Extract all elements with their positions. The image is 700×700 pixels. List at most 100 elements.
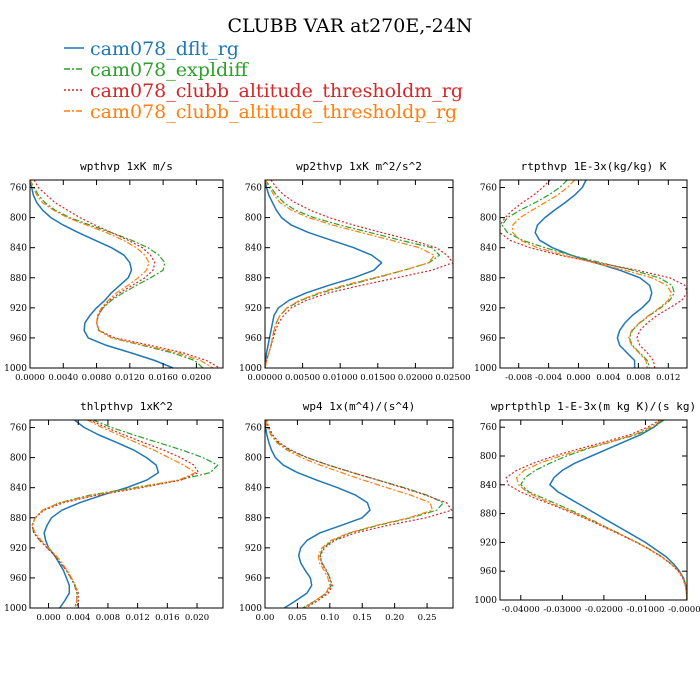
series-line-4: [265, 180, 435, 368]
panels: wpthvp 1xK m/s76080084088092096010000.00…: [4, 160, 700, 623]
x-tick-label: 0.02000: [398, 373, 433, 383]
y-tick-label: 1000: [474, 596, 497, 606]
panel-title: thlpthvp 1xK^2: [80, 400, 173, 413]
plot-frame: [29, 419, 224, 609]
panel-title: wprtpthlp 1-E-3x(m kg K)/(s kg): [491, 400, 696, 413]
series-line-4: [265, 420, 433, 608]
panel-title: wpthvp 1xK m/s: [80, 160, 173, 173]
series-line-4: [512, 180, 672, 368]
x-tick-label: 0.20: [385, 613, 404, 623]
y-tick-label: 1000: [239, 604, 262, 614]
y-tick-label: 800: [245, 214, 262, 224]
y-tick-label: 840: [480, 481, 497, 491]
x-tick-label: 0.004: [596, 373, 620, 383]
y-tick-label: 960: [480, 334, 497, 344]
x-tick-label: 0.008: [626, 373, 650, 383]
y-tick-label: 840: [10, 244, 27, 254]
y-tick-label: 800: [245, 454, 262, 464]
y-tick-label: 800: [10, 454, 27, 464]
series-line-1: [30, 180, 174, 368]
y-tick-label: 880: [245, 514, 262, 524]
y-tick-label: 960: [245, 574, 262, 584]
y-tick-label: 800: [480, 214, 497, 224]
x-tick-label: 0.000: [566, 373, 590, 383]
x-tick-label: -0.008: [505, 373, 532, 383]
series-line-1: [43, 420, 160, 608]
x-tick-label: -0.02000: [585, 605, 623, 615]
y-tick-label: 960: [480, 567, 497, 577]
y-tick-label: 880: [480, 274, 497, 284]
y-tick-label: 760: [245, 424, 262, 434]
x-tick-label: 0.000: [36, 613, 60, 623]
x-tick-label: 0.0120: [115, 373, 145, 383]
y-tick-label: 920: [480, 538, 497, 548]
x-tick-label: -0.01000: [626, 605, 664, 615]
y-tick-label: 760: [245, 184, 262, 194]
series-group: [505, 420, 687, 600]
y-tick-label: 880: [10, 274, 27, 284]
series-group: [500, 180, 687, 368]
x-tick-label: 0.01000: [323, 373, 358, 383]
y-tick-label: 920: [480, 304, 497, 314]
x-tick-label: 0.0200: [182, 373, 212, 383]
y-tick-label: 1000: [4, 604, 27, 614]
panel-title: wp4 1x(m^4)/(s^4): [303, 400, 416, 413]
series-group: [31, 420, 219, 608]
y-tick-label: 800: [480, 452, 497, 462]
y-tick-label: 920: [245, 304, 262, 314]
series-line-4: [515, 420, 687, 600]
plot-frame: [499, 419, 688, 601]
x-tick-label: 0.10: [320, 613, 339, 623]
x-tick-label: -0.04000: [502, 605, 540, 615]
series-line-1: [534, 180, 653, 368]
x-tick-label: 0.012: [125, 613, 149, 623]
y-tick-label: 840: [245, 484, 262, 494]
x-tick-label: 0.0080: [82, 373, 112, 383]
y-tick-label: 760: [10, 184, 27, 194]
x-tick-label: 0.020: [185, 613, 209, 623]
y-tick-label: 960: [10, 334, 27, 344]
x-tick-label: 0.0160: [148, 373, 178, 383]
series-line-2: [265, 420, 444, 608]
plot-frame: [264, 419, 454, 609]
y-tick-label: 920: [245, 544, 262, 554]
y-tick-label: 920: [10, 304, 27, 314]
x-tick-label: -0.03000: [543, 605, 581, 615]
x-tick-label: 0.008: [96, 613, 120, 623]
y-tick-label: 880: [245, 274, 262, 284]
y-tick-label: 840: [10, 484, 27, 494]
panel-4: thlpthvp 1xK^2 760 800 840 880 920 960 1000 0.00…: [4, 400, 224, 623]
series-line-3: [31, 420, 200, 608]
x-tick-label: 0.15: [353, 613, 372, 623]
y-tick-label: 880: [10, 514, 27, 524]
series-line-4: [31, 420, 197, 608]
legend: cam078_dflt_rg cam078_expldiff cam078_cl…: [64, 38, 463, 123]
series-group: [265, 420, 453, 608]
x-tick-label: 0.02500: [435, 373, 470, 383]
x-tick-label: 0.05: [288, 613, 307, 623]
plot-frame: [29, 179, 224, 369]
y-tick-label: 840: [245, 244, 262, 254]
y-tick-label: 760: [480, 184, 497, 194]
legend-label-2: cam078_clubb_altitude_thresholdm_rg: [90, 80, 463, 102]
series-line-1: [265, 420, 371, 608]
series-line-3: [500, 180, 687, 368]
panel-6: wprtpthlp 1-E-3x(m kg K)/(s kg) 760 800 840…: [474, 400, 700, 615]
x-tick-label: 0.00500: [285, 373, 320, 383]
y-tick-label: 1000: [4, 364, 27, 374]
panel-title: rtpthvp 1E-3x(kg/kg) K: [521, 160, 667, 173]
x-tick-label: 0.00: [256, 613, 275, 623]
y-tick-label: 1000: [474, 364, 497, 374]
x-tick-label: 0.016: [155, 613, 179, 623]
panel-title: wp2thvp 1xK m^2/s^2: [296, 160, 422, 173]
legend-label-1: cam078_expldiff: [90, 59, 249, 81]
x-tick-label: 0.25: [418, 613, 437, 623]
x-tick-label: 0.012: [656, 373, 680, 383]
y-tick-label: 800: [10, 214, 27, 224]
series-line-3: [265, 180, 453, 368]
legend-label-3: cam078_clubb_altitude_thresholdp_rg: [90, 101, 457, 123]
y-tick-label: 960: [10, 574, 27, 584]
x-tick-label: 0.0040: [48, 373, 78, 383]
